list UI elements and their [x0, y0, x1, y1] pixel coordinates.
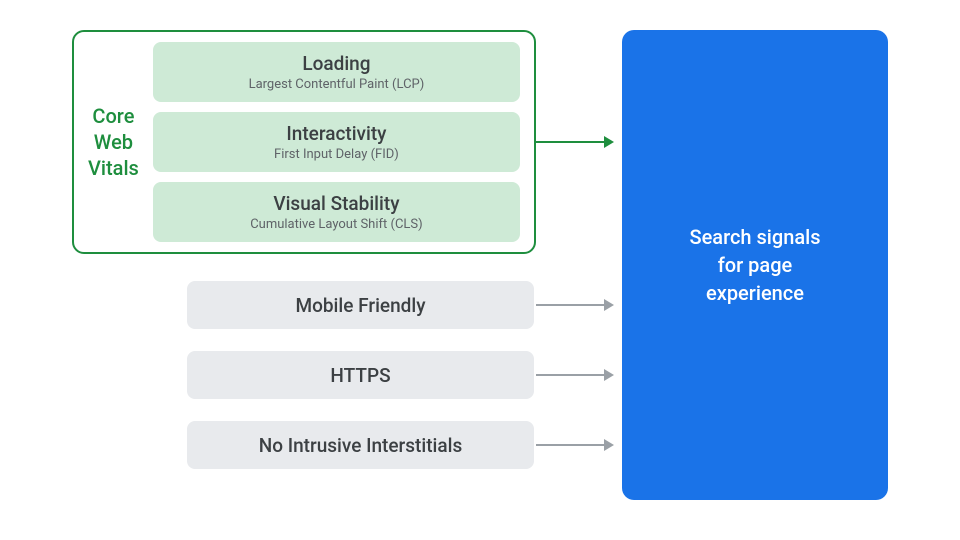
- signal-mobile-friendly: Mobile Friendly: [187, 281, 534, 329]
- cwv-item-visual-stability: Visual Stability Cumulative Layout Shift…: [153, 182, 520, 242]
- core-web-vitals-group: Core Web Vitals Loading Largest Contentf…: [72, 30, 536, 254]
- cwv-item-subtitle: Cumulative Layout Shift (CLS): [161, 217, 512, 232]
- signal-label: HTTPS: [330, 364, 390, 387]
- result-line: for page: [689, 251, 820, 279]
- cwv-items-list: Loading Largest Contentful Paint (LCP) I…: [153, 42, 520, 242]
- result-line: experience: [689, 279, 820, 307]
- signal-no-intrusive-interstitials: No Intrusive Interstitials: [187, 421, 534, 469]
- core-web-vitals-label: Core Web Vitals: [74, 103, 153, 181]
- arrow-interstitials: [536, 439, 614, 451]
- search-signals-result: Search signals for page experience: [622, 30, 888, 500]
- arrow-https: [536, 369, 614, 381]
- signal-https: HTTPS: [187, 351, 534, 399]
- signal-label: Mobile Friendly: [295, 294, 425, 317]
- cwv-label-line: Core: [88, 103, 139, 129]
- arrow-mobile: [536, 299, 614, 311]
- cwv-item-subtitle: First Input Delay (FID): [161, 147, 512, 162]
- cwv-label-line: Vitals: [88, 155, 139, 181]
- cwv-item-title: Loading: [161, 52, 512, 75]
- result-line: Search signals: [689, 223, 820, 251]
- cwv-item-subtitle: Largest Contentful Paint (LCP): [161, 77, 512, 92]
- cwv-item-title: Visual Stability: [161, 192, 512, 215]
- signal-label: No Intrusive Interstitials: [259, 434, 463, 457]
- arrow-cwv: [536, 136, 614, 148]
- cwv-label-line: Web: [88, 129, 139, 155]
- cwv-item-title: Interactivity: [161, 122, 512, 145]
- cwv-item-interactivity: Interactivity First Input Delay (FID): [153, 112, 520, 172]
- cwv-item-loading: Loading Largest Contentful Paint (LCP): [153, 42, 520, 102]
